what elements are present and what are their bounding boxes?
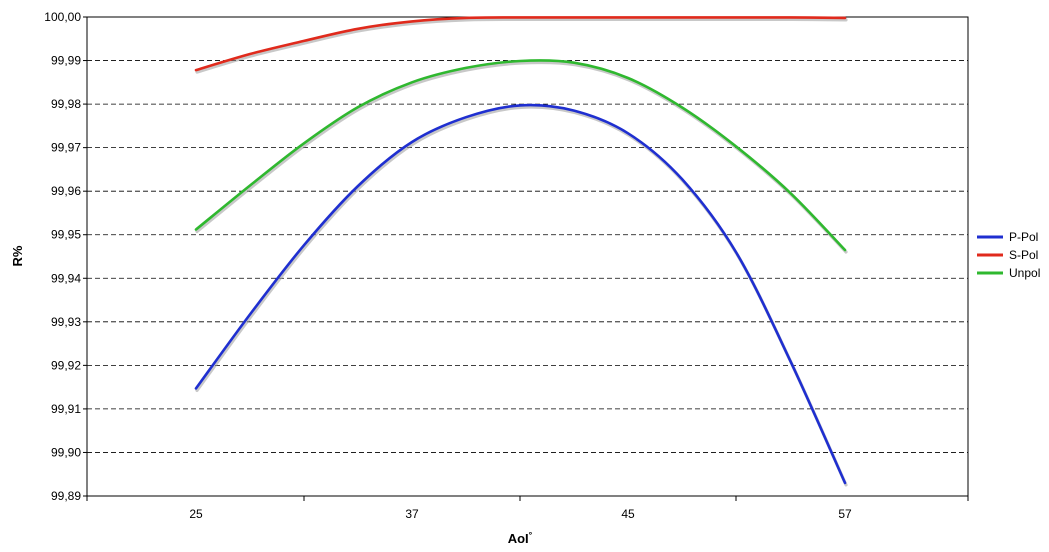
y-tick-label: 99,91 xyxy=(51,402,81,416)
y-tick-label: 99,96 xyxy=(51,184,81,198)
series-line-unpol xyxy=(194,59,847,252)
x-axis-tick-labels: 25 37 45 57 xyxy=(86,496,969,521)
y-tick-label: 99,99 xyxy=(51,54,81,68)
y-tick-label: 100,00 xyxy=(44,10,81,24)
legend-label-s-pol: S-Pol xyxy=(1009,248,1038,262)
x-axis-title-superscript: ° xyxy=(529,530,533,540)
legend: P-Pol S-Pol Unpol xyxy=(977,230,1040,280)
y-tick-label: 99,92 xyxy=(51,358,81,372)
y-tick-label: 99,95 xyxy=(51,228,81,242)
y-tick-label: 99,89 xyxy=(51,489,81,503)
legend-label-unpol: Unpol xyxy=(1009,266,1040,280)
series-shadow-s-pol xyxy=(195,17,848,74)
x-tick-label: 45 xyxy=(621,507,635,521)
x-tick-label: 57 xyxy=(838,507,852,521)
y-tick-label: 99,90 xyxy=(51,445,81,459)
series-lines xyxy=(194,16,848,487)
series-line-s-pol xyxy=(194,16,847,72)
series-line-p-pol xyxy=(194,103,847,485)
legend-label-p-pol: P-Pol xyxy=(1009,230,1038,244)
x-axis-title-text: AoI xyxy=(508,531,529,546)
x-tick-label: 25 xyxy=(189,507,203,521)
y-tick-label: 99,97 xyxy=(51,141,81,155)
x-tick-label: 37 xyxy=(405,507,419,521)
y-tick-label: 99,93 xyxy=(51,315,81,329)
y-tick-label: 99,98 xyxy=(51,97,81,111)
x-axis-title: AoI° xyxy=(508,530,533,546)
y-tick-label: 99,94 xyxy=(51,271,81,285)
y-axis-tick-labels: 99,89 99,90 99,91 99,92 99,93 99,94 99,95 99,96… xyxy=(44,10,87,503)
y-axis-title: R% xyxy=(10,245,25,266)
